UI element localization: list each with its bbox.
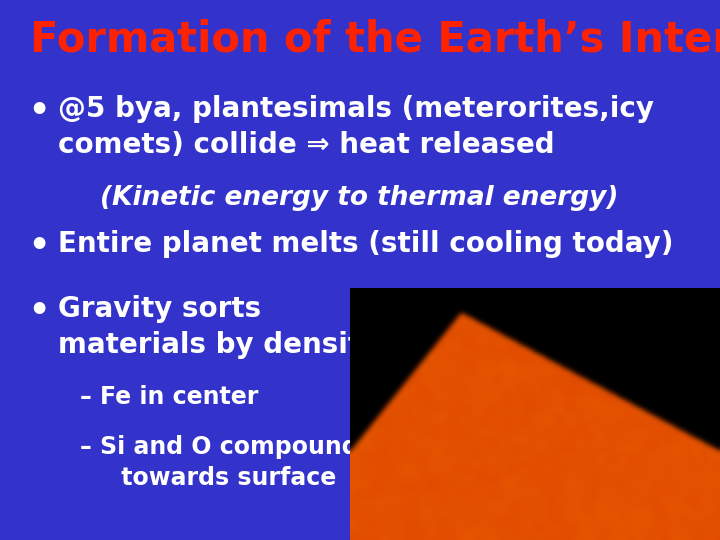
- Text: Entire planet melts (still cooling today): Entire planet melts (still cooling today…: [58, 230, 673, 258]
- Text: (Kinetic energy to thermal energy): (Kinetic energy to thermal energy): [100, 185, 618, 211]
- Text: Formation of the Earth’s Interior: Formation of the Earth’s Interior: [30, 18, 720, 60]
- Text: @5 bya, plantesimals (meterorites,icy
comets) collide ⇒ heat released: @5 bya, plantesimals (meterorites,icy co…: [58, 95, 654, 159]
- Text: •: •: [28, 295, 49, 328]
- Text: – Fe in center: – Fe in center: [80, 385, 258, 409]
- Text: – Si and O compounds
     towards surface: – Si and O compounds towards surface: [80, 435, 373, 490]
- Text: •: •: [28, 95, 49, 128]
- Text: Gravity sorts
materials by density: Gravity sorts materials by density: [58, 295, 379, 359]
- Text: •: •: [28, 230, 49, 263]
